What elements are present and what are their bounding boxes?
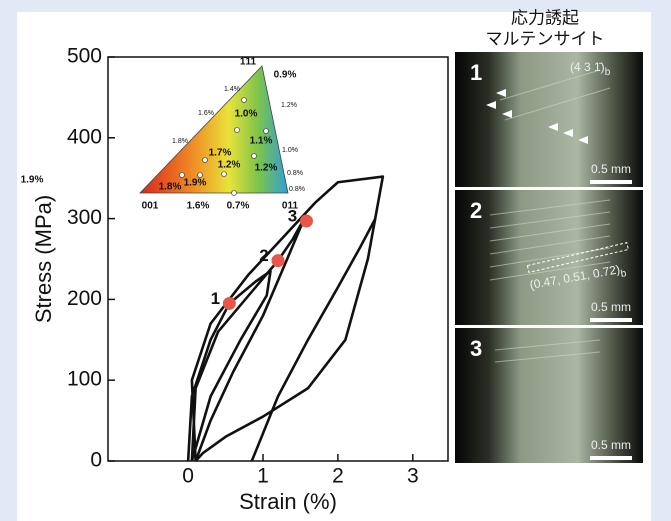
x-tick-label: 1 [257,465,269,488]
inset-label: 1.0% [282,147,298,154]
inset-label: 1.7% [209,148,232,159]
y-tick-label: 300 [67,206,102,229]
panel-number: 2 [470,198,482,223]
state-point [272,254,285,267]
scale-label: 0.5 mm [591,438,631,452]
inset-label: 1.2% [218,160,241,171]
panel-header: マルテンサイト [486,29,605,48]
inset-label: 0.8% [287,170,303,177]
y-tick-label: 500 [67,45,102,68]
x-tick-label: 2 [332,465,344,488]
y-tick-label: 400 [67,125,102,148]
inset-label: 1.2% [255,163,278,174]
inset-label: 011 [282,201,299,212]
plane-index: (4 3 1̄) [570,60,605,74]
inset-label: 0.9% [274,70,297,81]
inset-label: 1.8% [159,182,182,193]
inset-label: 1.6% [198,110,214,117]
inset-label: 1.6% [187,201,210,212]
panel-number: 3 [470,336,482,361]
state-point [223,297,236,310]
x-tick-label: 3 [407,465,419,488]
inset-label: 1.9% [21,175,44,186]
inset-label: 1̄11 [240,57,257,68]
inset-label: 1.4% [224,86,240,93]
state-label: 1 [211,289,220,308]
scale-label: 0.5 mm [591,162,631,176]
inset-label: 001 [142,201,159,212]
x-axis-label: Strain (%) [239,489,337,514]
inset-label: 1.0% [235,109,258,120]
y-axis-label: Stress (MPa) [31,195,56,323]
y-tick-label: 0 [90,449,102,472]
state-label: 2 [259,246,268,265]
inset-label: 1.1% [250,136,273,147]
inset-label: 1.9% [184,178,207,189]
inset-label: 1.8% [172,138,188,145]
x-tick-label: 0 [182,465,194,488]
y-tick-label: 100 [67,368,102,391]
panel-number: 1 [470,60,482,85]
inset-label: 1.2% [281,102,297,109]
plane-subscript: b [605,67,611,78]
inset-label: 0.7% [227,201,250,212]
state-point [300,215,313,228]
inset-label: 0.8% [289,186,305,193]
y-tick-label: 200 [67,287,102,310]
figure: 0 100 200 300 400 500 0 1 2 3 Strain (%) Stress (MP… [0,0,671,521]
panel-header: 応力誘起 [511,8,579,27]
scale-label: 0.5 mm [591,300,631,314]
